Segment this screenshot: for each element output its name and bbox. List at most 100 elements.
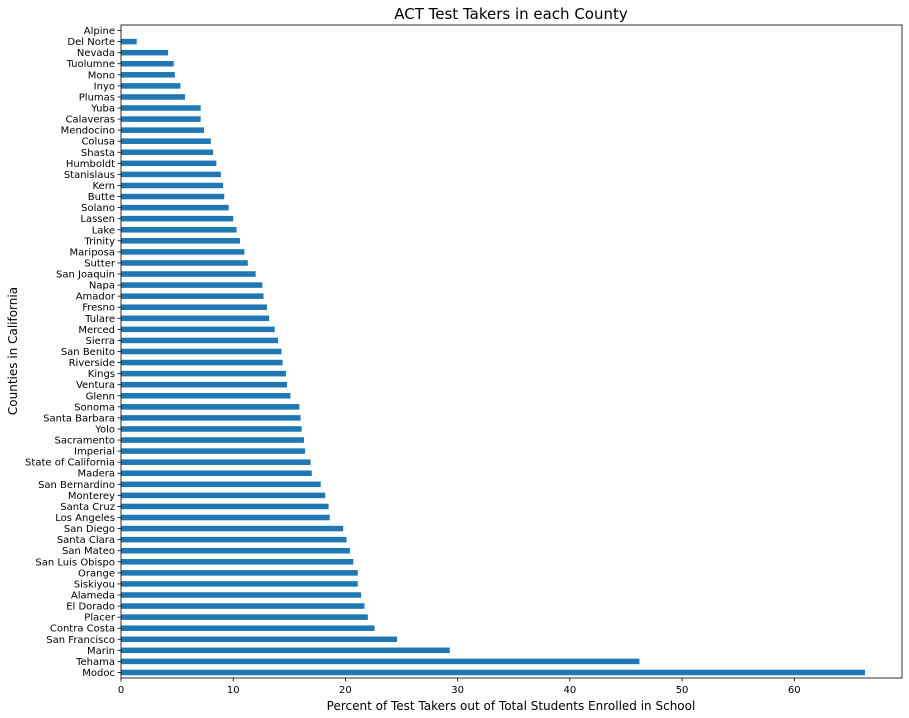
y-tick-label-plumas: Plumas	[79, 92, 115, 103]
y-tick-label-mendocino: Mendocino	[61, 126, 115, 137]
y-tick-label-imperial: Imperial	[74, 447, 115, 458]
x-tick-label-60: 60	[788, 685, 801, 696]
y-tick-label-placer: Placer	[84, 613, 116, 624]
bar-contra-costa	[121, 625, 375, 631]
bar-placer	[121, 614, 368, 620]
bar-santa-clara	[121, 536, 347, 543]
bar-fresno	[121, 304, 267, 310]
y-tick-label-san-benito: San Benito	[61, 347, 115, 358]
bar-siskiyou	[121, 581, 358, 587]
bar-yolo	[121, 426, 302, 432]
bar-san-mateo	[121, 547, 350, 554]
bar-mariposa	[121, 249, 245, 255]
bar-napa	[121, 282, 263, 288]
bars-group	[121, 38, 865, 676]
y-tick-label-lassen: Lassen	[80, 214, 115, 225]
y-tick-label-los-angeles: Los Angeles	[55, 513, 115, 524]
y-tick-label-yolo: Yolo	[94, 424, 115, 435]
x-tick-label-50: 50	[676, 685, 689, 696]
y-tick-label-solano: Solano	[81, 203, 115, 214]
chart-title: ACT Test Takers in each County	[394, 5, 628, 23]
bar-shasta	[121, 149, 214, 156]
bar-san-francisco	[121, 636, 398, 643]
bar-los-angeles	[121, 514, 330, 521]
bar-madera	[121, 470, 312, 477]
bar-kern	[121, 182, 224, 189]
bar-sacramento	[121, 437, 304, 443]
y-tick-label-contra-costa: Contra Costa	[50, 624, 115, 635]
y-tick-label-colusa: Colusa	[81, 137, 115, 148]
bar-riverside	[121, 359, 283, 366]
y-tick-label-orange: Orange	[78, 568, 115, 579]
bar-santa-cruz	[121, 503, 329, 510]
bar-kings	[121, 370, 286, 377]
bar-calaveras	[121, 116, 201, 122]
y-tick-label-ventura: Ventura	[76, 380, 115, 391]
y-tick-label-san-diego: San Diego	[64, 524, 115, 535]
bar-solano	[121, 204, 229, 211]
bar-butte	[121, 193, 225, 200]
y-tick-label-del-norte: Del Norte	[67, 37, 115, 48]
bar-mendocino	[121, 127, 205, 133]
bar-tulare	[121, 315, 270, 322]
bar-sonoma	[121, 404, 300, 410]
y-tick-label-amador: Amador	[76, 292, 116, 303]
bar-glenn	[121, 393, 291, 399]
y-tick-label-monterey: Monterey	[68, 491, 115, 502]
y-tick-label-alameda: Alameda	[71, 590, 115, 601]
bar-lassen	[121, 215, 234, 222]
bar-trinity	[121, 238, 240, 244]
y-tick-label-mariposa: Mariposa	[70, 247, 115, 258]
y-tick-label-madera: Madera	[78, 469, 116, 480]
y-tick-label-fresno: Fresno	[82, 303, 115, 314]
y-tick-label-napa: Napa	[89, 281, 115, 292]
bar-el-dorado	[121, 603, 365, 609]
y-tick-label-modoc: Modoc	[82, 668, 115, 679]
x-tick-label-0: 0	[118, 685, 124, 696]
bar-san-benito	[121, 348, 282, 355]
bar-amador	[121, 293, 264, 299]
y-tick-label-sacramento: Sacramento	[55, 436, 115, 447]
y-tick-label-calaveras: Calaveras	[65, 115, 115, 126]
bar-san-luis-obispo	[121, 559, 354, 565]
bar-alameda	[121, 592, 362, 598]
y-tick-label-alpine: Alpine	[84, 26, 115, 37]
bar-sutter	[121, 260, 248, 266]
y-tick-label-san-joaquin: San Joaquin	[56, 270, 115, 281]
y-axis-label: Counties in California	[6, 287, 20, 415]
y-tick-label-lake: Lake	[92, 225, 115, 236]
y-tick-label-inyo: Inyo	[94, 81, 115, 92]
y-tick-label-riverside: Riverside	[69, 358, 115, 369]
bar-san-bernardino	[121, 481, 321, 488]
y-tick-label-mono: Mono	[88, 70, 115, 81]
y-tick-label-state-of-california: State of California	[25, 458, 115, 469]
x-tick-label-10: 10	[227, 685, 240, 696]
y-tick-label-tulare: Tulare	[84, 314, 115, 325]
y-tick-label-trinity: Trinity	[84, 236, 116, 247]
bar-sierra	[121, 337, 279, 344]
y-tick-label-stanislaus: Stanislaus	[64, 170, 115, 181]
y-tick-label-sonoma: Sonoma	[74, 402, 115, 413]
x-tick-label-30: 30	[451, 685, 464, 696]
y-tick-label-kings: Kings	[88, 369, 115, 380]
bar-state-of-california	[121, 459, 311, 465]
bar-modoc	[121, 669, 865, 676]
y-tick-label-shasta: Shasta	[81, 148, 115, 159]
bar-merced	[121, 326, 275, 333]
bar-humboldt	[121, 160, 217, 167]
y-tick-label-siskiyou: Siskiyou	[74, 579, 115, 590]
bar-san-joaquin	[121, 271, 256, 277]
bar-monterey	[121, 492, 326, 499]
bar-colusa	[121, 138, 211, 144]
bar-lake	[121, 226, 237, 233]
y-tick-label-san-mateo: San Mateo	[62, 546, 115, 557]
y-tick-label-tuolumne: Tuolumne	[66, 59, 115, 70]
y-tick-label-marin: Marin	[87, 646, 115, 657]
y-tick-label-santa-clara: Santa Clara	[57, 535, 115, 546]
y-tick-label-yuba: Yuba	[90, 104, 115, 115]
bar-nevada	[121, 49, 169, 56]
bar-tuolumne	[121, 60, 174, 67]
y-tick-label-sierra: Sierra	[86, 336, 115, 347]
